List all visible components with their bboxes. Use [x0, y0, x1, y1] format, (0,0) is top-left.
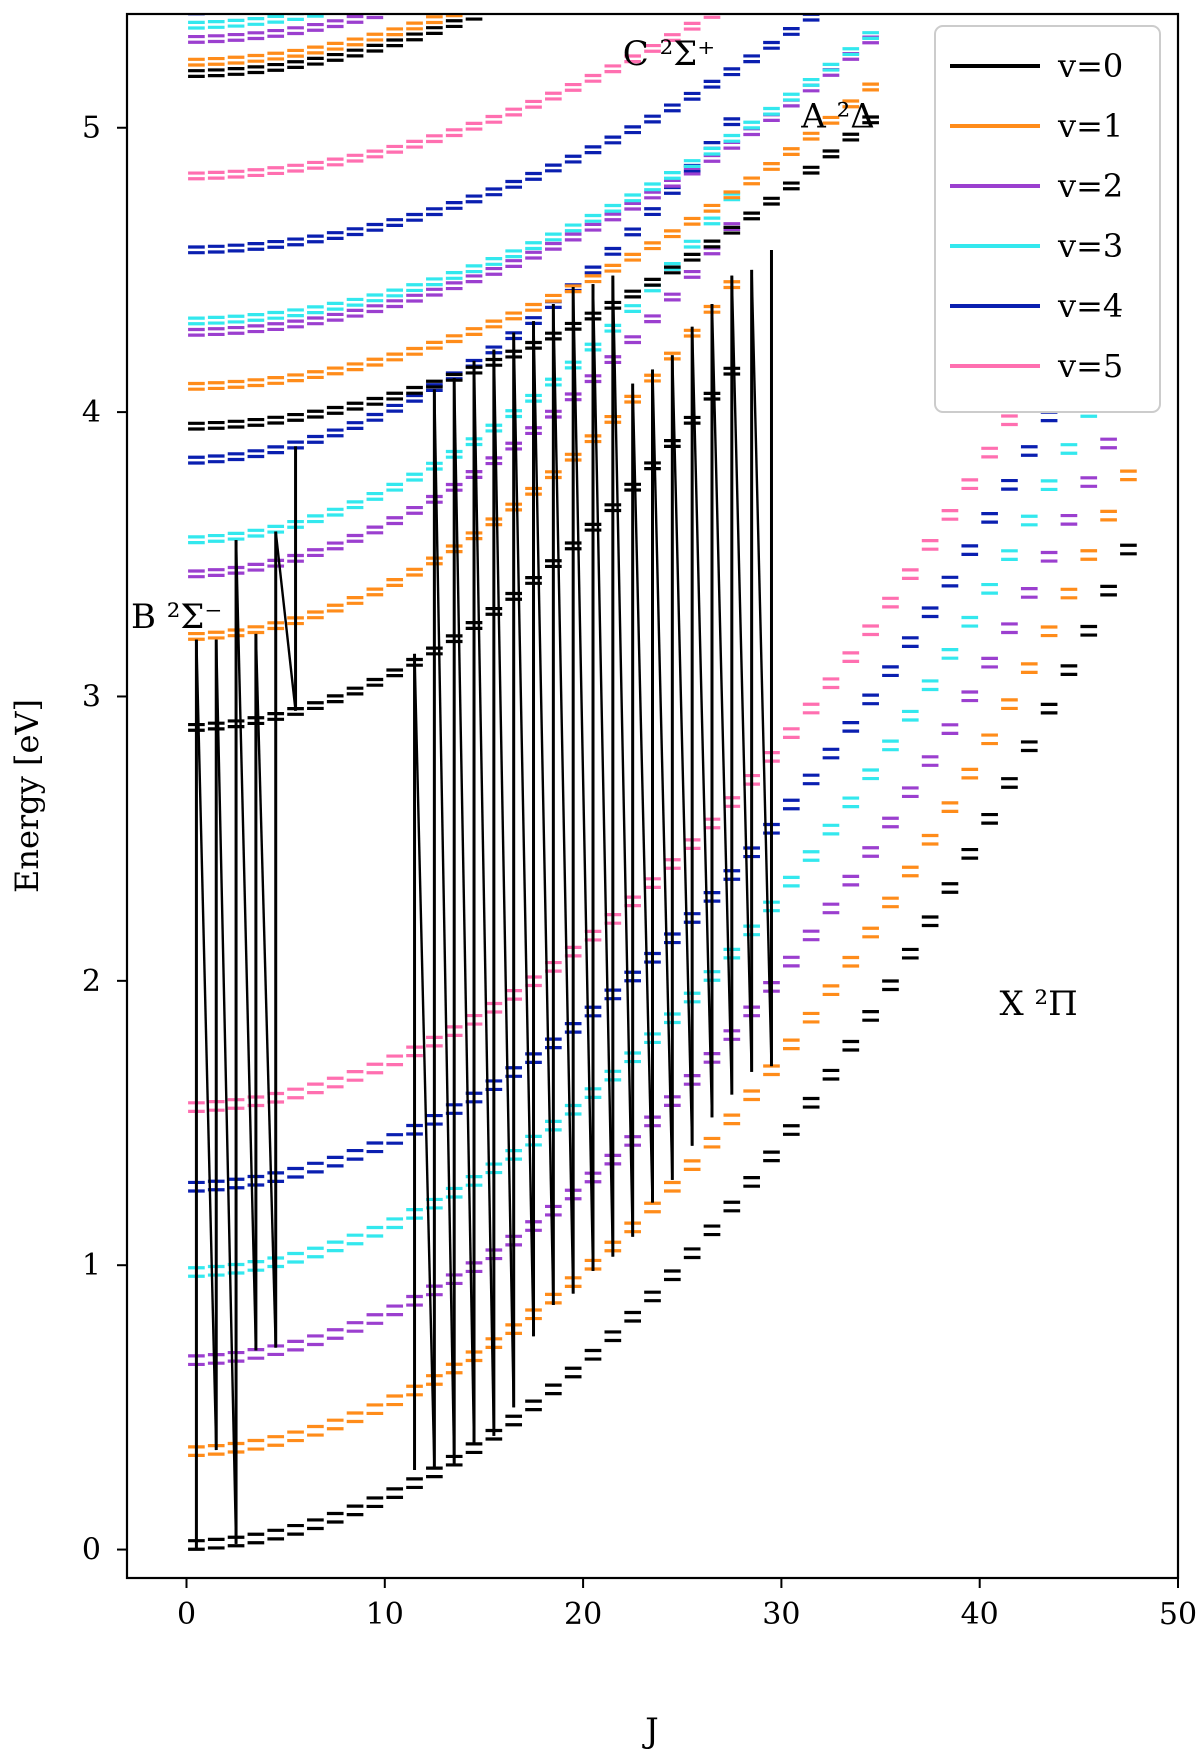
state-label: A ²Δ — [800, 97, 875, 137]
state-labels: X ²Π B ²Σ⁻ A ²Δ C ²Σ⁺ — [131, 34, 1078, 1024]
transition-connector — [195, 639, 218, 1451]
transition-connector — [710, 304, 734, 1095]
x-tick-label: 20 — [564, 1597, 602, 1632]
y-tick-label: 2 — [82, 964, 101, 999]
axis-ticks: 0 10 20 30 40 50 0 1 2 3 4 5 — [82, 111, 1197, 1632]
y-tick-label: 4 — [82, 395, 101, 430]
legend-label: v=1 — [1057, 107, 1123, 145]
transition-connector — [532, 321, 555, 1306]
transition-connector — [512, 332, 535, 1337]
legend-label: v=5 — [1057, 347, 1123, 385]
transition-connector — [651, 369, 674, 1180]
transition-connector — [750, 269, 773, 1067]
transition-connector — [413, 653, 436, 1468]
state-label: C ²Σ⁺ — [623, 34, 715, 74]
transition-connector — [671, 355, 694, 1146]
y-tick-label: 3 — [82, 679, 101, 714]
x-tick-label: 40 — [961, 1597, 999, 1632]
state-label: B ²Σ⁻ — [131, 597, 222, 637]
legend-box — [934, 25, 1161, 413]
transition-connector — [452, 377, 476, 1445]
transition-connector — [571, 286, 595, 1271]
transition-connector — [552, 304, 575, 1294]
transition-connector — [611, 275, 634, 1237]
transition-connector — [433, 389, 456, 1465]
y-tick-label: 5 — [82, 111, 101, 146]
state-levels — [188, 14, 879, 431]
legend-label: v=3 — [1057, 227, 1123, 265]
transition-connector — [215, 639, 238, 1544]
transition-connector — [274, 531, 297, 711]
transition-connector — [730, 275, 753, 1072]
x-tick-label: 50 — [1159, 1597, 1197, 1632]
x-tick-label: 30 — [762, 1597, 800, 1632]
transition-connector — [492, 349, 515, 1408]
y-tick-label: 0 — [82, 1533, 101, 1568]
state-levels — [188, 204, 1137, 1551]
transition-connector — [234, 540, 258, 1351]
plot-frame — [125, 12, 1180, 1580]
transition-connector — [254, 633, 277, 1348]
transition-connector — [631, 383, 654, 1203]
legend-label: v=2 — [1057, 167, 1123, 205]
legend-label: v=0 — [1057, 47, 1123, 85]
state-levels — [188, 14, 483, 78]
y-axis-label: Energy [eV] — [8, 699, 46, 893]
transition-connector — [472, 360, 496, 1436]
x-axis-label: J — [642, 1711, 659, 1751]
transition-lines — [194, 250, 773, 1550]
legend: v=0 v=1 v=2 v=3 v=4 v=5 — [934, 25, 1161, 413]
transition-connector — [591, 284, 615, 1257]
plot-area — [188, 14, 1137, 1551]
x-tick-label: 0 — [177, 1597, 196, 1632]
legend-label: v=4 — [1057, 287, 1123, 325]
x-tick-label: 10 — [366, 1597, 404, 1632]
transition-connector — [690, 326, 714, 1118]
state-label: X ²Π — [1000, 984, 1078, 1024]
y-tick-label: 1 — [82, 1248, 101, 1283]
